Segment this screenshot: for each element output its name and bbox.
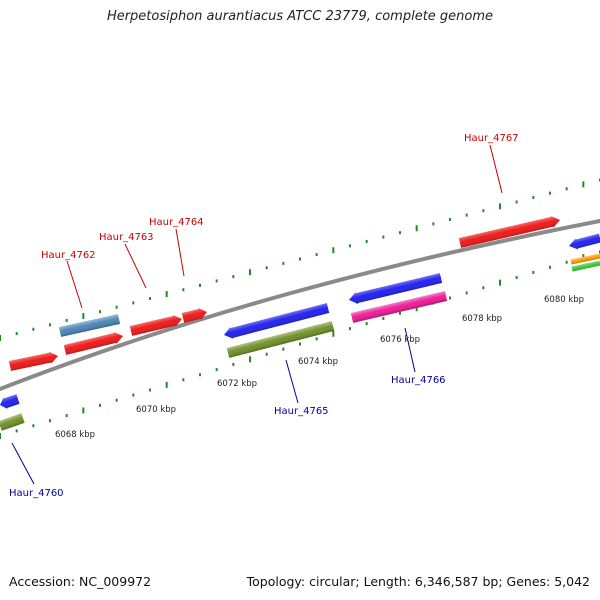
gene-haur-4766-feature[interactable] <box>350 291 448 323</box>
reverse-scale-ticks <box>0 250 600 439</box>
gene-edge-reverse[interactable] <box>568 233 600 252</box>
genome-backbone <box>0 219 600 391</box>
label-leader-lines <box>11 144 503 485</box>
gene-haur-4765-feature[interactable] <box>226 321 335 358</box>
gene-haur-4763-forward[interactable] <box>129 313 184 337</box>
gene-haur-4767-forward[interactable] <box>458 214 562 249</box>
leader-haur-4767 <box>489 144 503 194</box>
gene-label-haur-4760[interactable]: Haur_4760 <box>9 488 64 499</box>
leader-haur-4765 <box>285 359 299 404</box>
scale-label-6080: 6080 kbp <box>544 295 584 305</box>
accession-text: Accession: NC_009972 <box>9 574 152 589</box>
leader-haur-4760 <box>11 442 35 485</box>
leader-haur-4766 <box>404 327 416 373</box>
leader-haur-4762 <box>66 260 83 309</box>
gene-haur-4764-forward[interactable] <box>181 306 209 324</box>
gene-haur-4766-reverse[interactable] <box>348 272 443 306</box>
gene-haur-4760-reverse[interactable] <box>0 393 20 410</box>
gene-label-haur-4766[interactable]: Haur_4766 <box>391 375 446 386</box>
gene-label-haur-4765[interactable]: Haur_4765 <box>274 406 329 417</box>
gene-edge-orange[interactable] <box>570 253 600 265</box>
genome-summary-text: Topology: circular; Length: 6,346,587 bp… <box>246 574 590 589</box>
gene-rna-forward[interactable] <box>58 314 121 337</box>
scale-label-6074: 6074 kbp <box>298 357 338 367</box>
gene-haur-4765-reverse[interactable] <box>222 302 330 341</box>
scale-label-6076: 6076 kbp <box>380 335 420 345</box>
gene-haur-4760-feature[interactable] <box>0 413 25 431</box>
gene-haur-4761-forward[interactable] <box>8 350 59 372</box>
gene-label-haur-4763[interactable]: Haur_4763 <box>99 232 154 243</box>
gene-labels[interactable]: Haur_4762 Haur_4763 Haur_4764 Haur_4767 … <box>9 133 519 499</box>
scale-label-6070: 6070 kbp <box>136 405 176 415</box>
leader-haur-4763 <box>124 243 147 289</box>
scale-label-6068: 6068 kbp <box>55 430 95 440</box>
gene-label-haur-4767[interactable]: Haur_4767 <box>464 133 519 144</box>
gene-label-haur-4762[interactable]: Haur_4762 <box>41 250 96 261</box>
leader-haur-4764 <box>175 228 185 277</box>
scale-label-6072: 6072 kbp <box>217 379 257 389</box>
gene-label-haur-4764[interactable]: Haur_4764 <box>149 217 204 228</box>
genes[interactable] <box>0 214 600 431</box>
scale-labels: 6068 kbp 6070 kbp 6072 kbp 6074 kbp 6076… <box>55 295 584 440</box>
scale-label-6078: 6078 kbp <box>462 314 502 324</box>
gene-haur-4762-forward[interactable] <box>63 330 125 356</box>
forward-scale-ticks <box>0 178 600 341</box>
map-title: Herpetosiphon aurantiacus ATCC 23779, co… <box>106 9 494 24</box>
gene-edge-green[interactable] <box>571 260 600 272</box>
